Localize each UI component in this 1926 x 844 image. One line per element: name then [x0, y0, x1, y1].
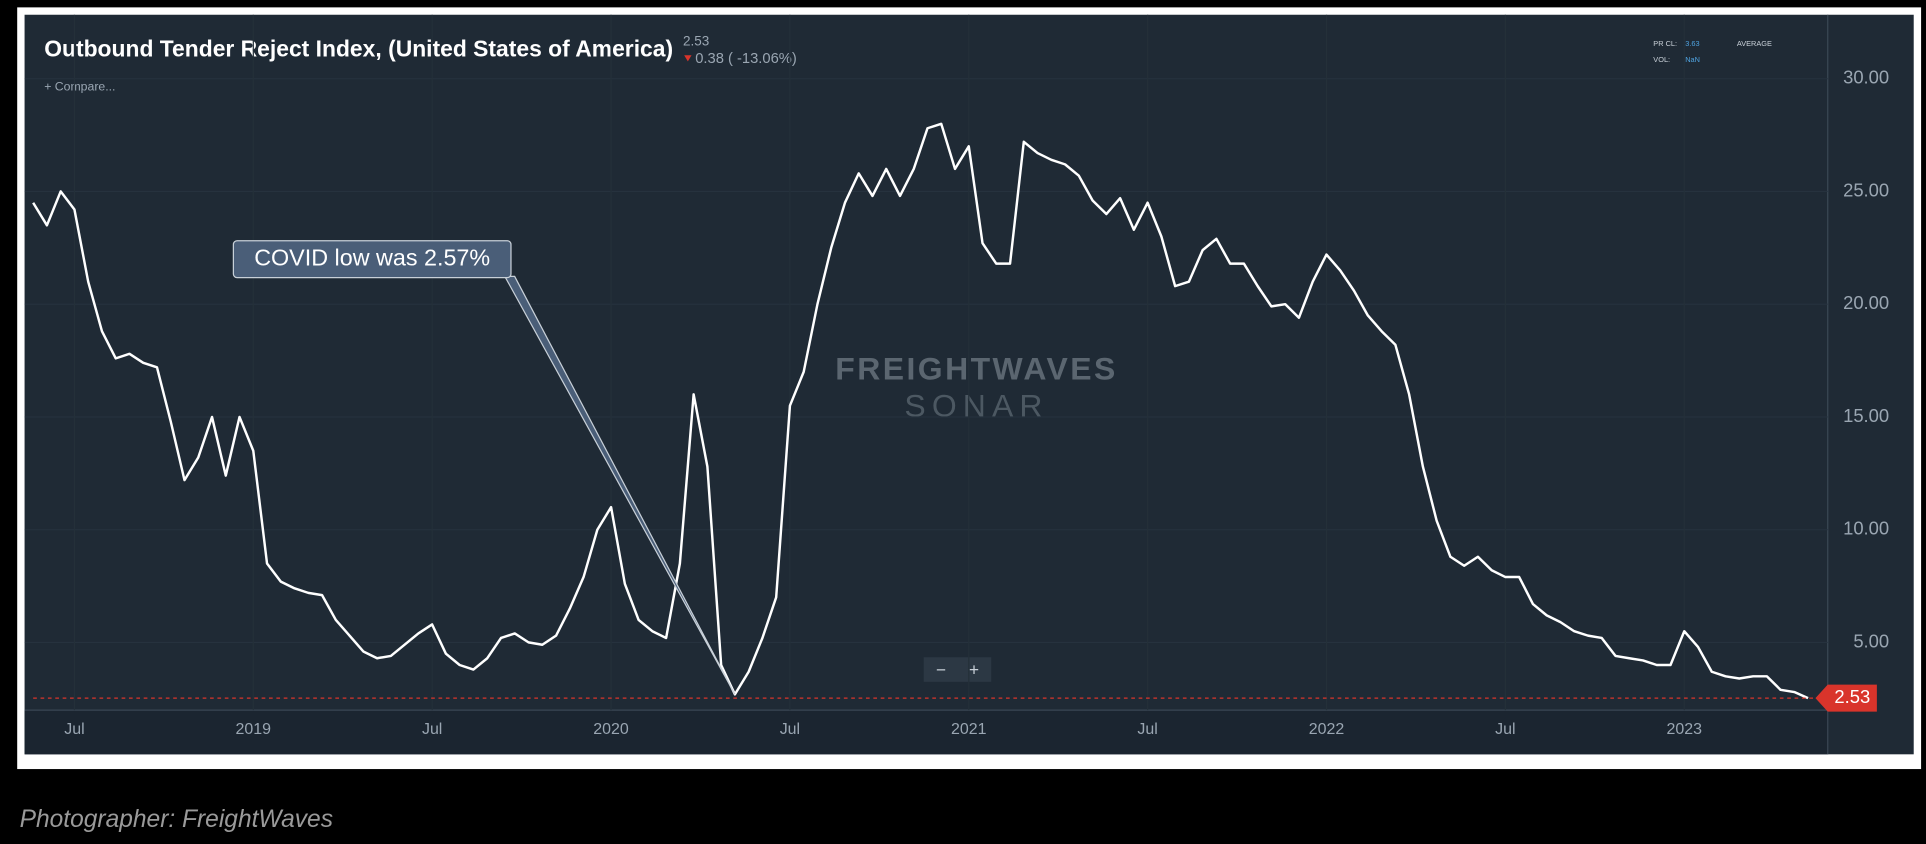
down-arrow [684, 55, 692, 62]
chart-title: Outbound Tender Reject Index, (United St… [44, 36, 673, 62]
zoom-in[interactable]: + [969, 659, 979, 679]
last-value-badge [1815, 684, 1877, 712]
x-axis-band [24, 710, 1828, 755]
watermark: FREIGHTWAVES [835, 350, 1117, 386]
x-tick-label: Jul [780, 721, 800, 738]
annotation-text: COVID low was 2.57% [254, 244, 490, 270]
annotation-box [232, 240, 512, 279]
y-tick-label: 20.00 [1843, 292, 1889, 313]
watermark: SONAR [904, 387, 1048, 423]
zoom-out[interactable]: − [936, 659, 946, 679]
x-tick-label: Jul [1137, 721, 1157, 738]
x-tick-label: 2020 [593, 721, 629, 738]
legend-value: 3.63 [1685, 39, 1699, 48]
y-tick-label: 25.00 [1843, 179, 1889, 200]
compare-button[interactable]: + Compare... [44, 79, 115, 93]
change: 0.38 ( -13.06%) [695, 51, 797, 67]
legend-label: PR CL: [1653, 39, 1677, 48]
x-tick-label: 2023 [1667, 721, 1703, 738]
legend-value: NaN [1685, 55, 1700, 64]
x-tick-label: Jul [422, 721, 442, 738]
current-value: 2.53 [683, 33, 709, 48]
y-tick-label: 30.00 [1843, 67, 1889, 88]
x-tick-label: 2021 [951, 721, 987, 738]
zoom-controls [923, 657, 992, 682]
x-tick-label: Jul [1495, 721, 1515, 738]
legend-label: AVERAGE [1737, 39, 1772, 48]
y-tick-label: 5.00 [1853, 630, 1889, 651]
legend-label: VOL: [1653, 55, 1670, 64]
x-tick-label: 2019 [236, 721, 272, 738]
x-tick-label: 2022 [1309, 721, 1345, 738]
data-line [32, 122, 1809, 700]
x-tick-label: Jul [64, 721, 84, 738]
y-tick-label: 15.00 [1843, 405, 1889, 426]
caption: Photographer: FreightWaves [20, 806, 333, 833]
last-value-label: 2.53 [1834, 686, 1870, 707]
y-tick-label: 10.00 [1843, 518, 1889, 539]
